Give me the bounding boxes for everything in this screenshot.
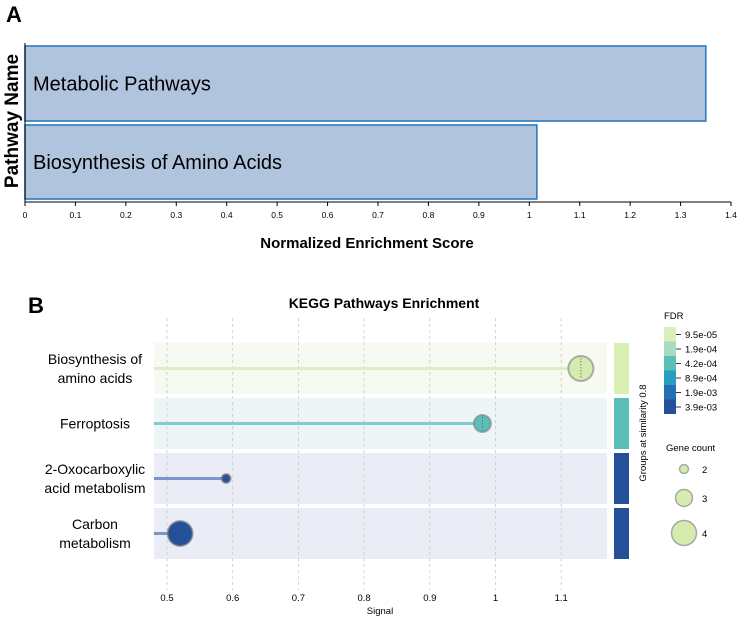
bar [24, 45, 707, 122]
group-bar [614, 343, 629, 394]
size-legend-label: 4 [702, 529, 707, 540]
x-tick-label: 1.1 [574, 210, 586, 220]
fdr-swatch [664, 356, 676, 371]
x-tick-label: 0.8 [357, 593, 370, 604]
x-tick-label: 1 [527, 210, 532, 220]
size-legend-circle [670, 519, 698, 547]
category-labels: Biosynthesis of amino acids Ferroptosis 2-O… [44, 351, 145, 551]
fdr-label: 8.9e-04 [685, 374, 717, 385]
y-axis-title: Pathway Name [2, 54, 23, 188]
x-tick-label: 0.6 [226, 593, 239, 604]
group-axis-label: Groups at similarity 0.8 [638, 384, 649, 481]
fdr-label: 1.9e-04 [685, 345, 717, 356]
group-bar [614, 508, 629, 559]
fdr-label: 4.2e-04 [685, 359, 717, 370]
category-label: 2-Oxocarboxylic [45, 461, 145, 477]
size-legend-label: 2 [702, 465, 707, 476]
x-tick-label: 1.3 [675, 210, 687, 220]
size-legend-circle [674, 488, 694, 508]
fdr-swatch [664, 399, 676, 414]
category-label: metabolism [59, 535, 131, 551]
x-tick-label: 0.9 [423, 593, 436, 604]
x-tick-label: 0.2 [120, 210, 132, 220]
fdr-legend-title: FDR [664, 311, 684, 322]
x-axis-title: Signal [367, 606, 393, 617]
bars: Metabolic Pathways Biosynthesis of Amino … [24, 45, 707, 200]
chart-title: KEGG Pathways Enrichment [289, 295, 480, 311]
x-axis-ticks: 0 0.1 0.2 0.3 0.4 0.5 0.6 0.7 0.8 0.9 1 1.1 1.2 1.3 1.… [23, 202, 737, 220]
gene-count-legend: Gene count 2 3 4 [666, 443, 715, 547]
group-bars [614, 343, 629, 559]
category-label: Ferroptosis [60, 416, 130, 432]
bar-label: Biosynthesis of Amino Acids [33, 152, 282, 174]
row-backgrounds [154, 343, 607, 559]
x-tick-label: 0.1 [70, 210, 82, 220]
x-tick-label: 0.7 [372, 210, 384, 220]
x-axis-ticks: 0.5 0.6 0.7 0.8 0.9 1 1.1 [160, 593, 567, 604]
fdr-swatch [664, 341, 676, 356]
row-background [154, 508, 607, 559]
x-tick-label: 1.4 [725, 210, 737, 220]
fdr-label: 1.9e-03 [685, 388, 717, 399]
x-tick-label: 0.9 [473, 210, 485, 220]
x-tick-label: 0.3 [170, 210, 182, 220]
lollipop-point [220, 473, 232, 484]
panel-a-label: A [6, 2, 22, 27]
fdr-label: 3.9e-03 [685, 403, 717, 414]
x-tick-label: 0.5 [160, 593, 173, 604]
x-tick-label: 1.2 [624, 210, 636, 220]
size-legend-circle [678, 463, 690, 475]
fdr-legend: FDR 9.5e-05 1.9e-04 4.2e-04 8.9e-04 1.9e-03 3… [664, 311, 717, 414]
bar [24, 124, 538, 200]
bar-label: Metabolic Pathways [33, 74, 211, 96]
category-label: amino acids [58, 370, 133, 386]
group-bar [614, 398, 629, 449]
fdr-label: 9.5e-05 [685, 330, 717, 341]
x-tick-label: 0.6 [322, 210, 334, 220]
x-tick-label: 0 [23, 210, 28, 220]
fdr-swatch [664, 370, 676, 385]
group-bar [614, 453, 629, 504]
x-tick-label: 1.1 [555, 593, 568, 604]
x-tick-label: 0.8 [423, 210, 435, 220]
category-label: Carbon [72, 516, 118, 532]
lollipops [154, 355, 595, 547]
panel-b: B KEGG Pathways Enrichment Biosynthesis … [28, 293, 717, 617]
gene-count-legend-title: Gene count [666, 443, 715, 454]
fdr-swatch [664, 327, 676, 342]
x-tick-label: 0.5 [271, 210, 283, 220]
x-tick-label: 0.4 [221, 210, 233, 220]
panel-a: A Pathway Name Metabolic Pathways Biosynt… [2, 2, 737, 252]
x-tick-label: 1 [493, 593, 498, 604]
category-label: Biosynthesis of [48, 351, 142, 367]
panel-b-label: B [28, 293, 44, 318]
size-legend-label: 3 [702, 494, 707, 505]
x-tick-label: 0.7 [292, 593, 305, 604]
x-axis-title: Normalized Enrichment Score [260, 235, 473, 252]
category-label: acid metabolism [44, 480, 145, 496]
fdr-swatch [664, 385, 676, 400]
